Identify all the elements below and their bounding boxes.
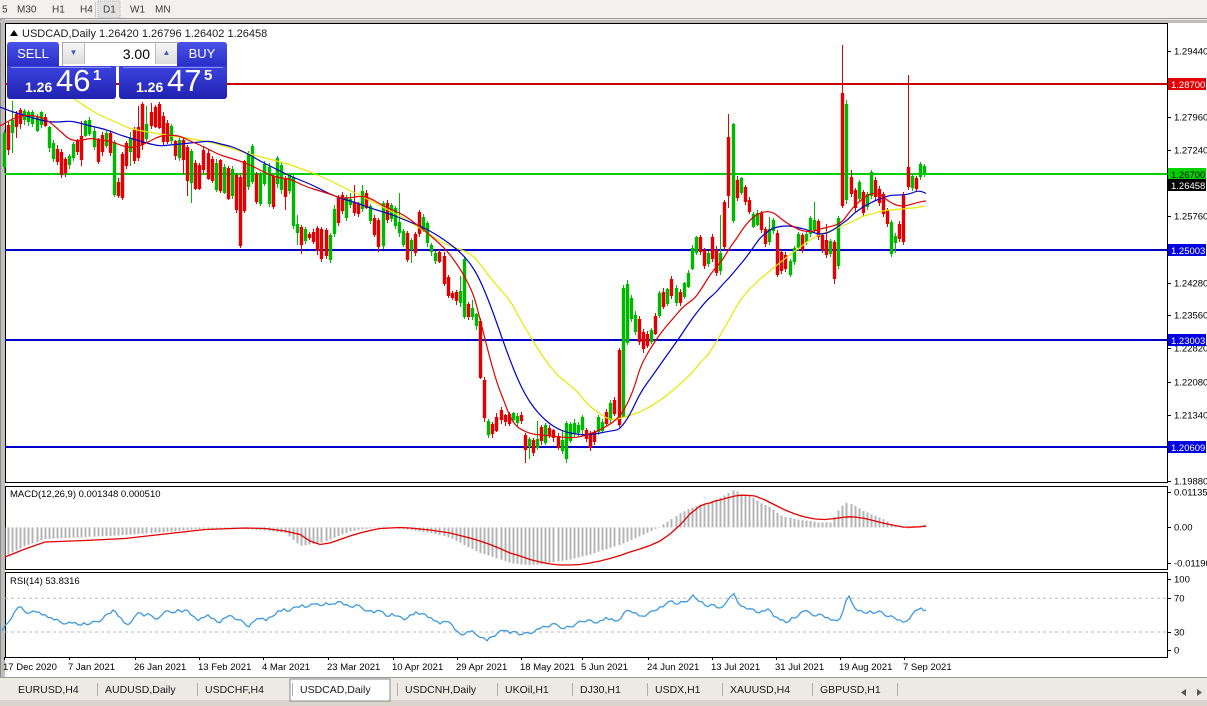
svg-text:1.26700: 1.26700 <box>1171 170 1205 181</box>
svg-text:0.00: 0.00 <box>1174 523 1193 534</box>
svg-text:1.22820: 1.22820 <box>1174 344 1207 355</box>
svg-text:1.28700: 1.28700 <box>1171 80 1205 91</box>
svg-text:0.01135: 0.01135 <box>1174 488 1207 499</box>
svg-text:1.23003: 1.23003 <box>1171 336 1205 347</box>
svg-text:DJ30,H1: DJ30,H1 <box>580 684 621 696</box>
svg-text:5 Jun 2021: 5 Jun 2021 <box>581 662 628 673</box>
svg-text:H1: H1 <box>52 5 65 16</box>
svg-text:4 Mar 2021: 4 Mar 2021 <box>262 662 310 673</box>
svg-text:1.27240: 1.27240 <box>1174 146 1207 157</box>
svg-text:W1: W1 <box>130 5 145 16</box>
svg-text:GBPUSD,H1: GBPUSD,H1 <box>820 684 881 696</box>
svg-text:1.29440: 1.29440 <box>1174 47 1207 58</box>
svg-text:29 Apr 2021: 29 Apr 2021 <box>456 662 507 673</box>
svg-text:USDCNH,Daily: USDCNH,Daily <box>405 684 477 696</box>
svg-text:AUDUSD,Daily: AUDUSD,Daily <box>105 684 176 696</box>
svg-text:1.19880: 1.19880 <box>1174 477 1207 488</box>
svg-text:5: 5 <box>2 5 8 16</box>
svg-text:1.25003: 1.25003 <box>1171 246 1205 257</box>
svg-text:1.24280: 1.24280 <box>1174 279 1207 290</box>
svg-text:XAUUSD,H4: XAUUSD,H4 <box>730 684 790 696</box>
svg-text:H4: H4 <box>80 5 93 16</box>
svg-text:1.25760: 1.25760 <box>1174 212 1207 223</box>
svg-text:1.23560: 1.23560 <box>1174 311 1207 322</box>
svg-text:7 Jan 2021: 7 Jan 2021 <box>68 662 115 673</box>
svg-text:31 Jul 2021: 31 Jul 2021 <box>775 662 824 673</box>
svg-text:7 Sep 2021: 7 Sep 2021 <box>903 662 952 673</box>
svg-text:USDCHF,H4: USDCHF,H4 <box>205 684 264 696</box>
svg-text:USDX,H1: USDX,H1 <box>655 684 701 696</box>
svg-text:UKOil,H1: UKOil,H1 <box>505 684 549 696</box>
svg-text:18 May 2021: 18 May 2021 <box>520 662 575 673</box>
svg-text:USDCAD,Daily: USDCAD,Daily <box>300 684 371 696</box>
svg-text:1.22080: 1.22080 <box>1174 378 1207 389</box>
svg-text:70: 70 <box>1174 594 1185 605</box>
svg-text:1.20609: 1.20609 <box>1171 443 1205 454</box>
svg-text:1.26458: 1.26458 <box>1171 181 1205 192</box>
svg-text:-0.01190: -0.01190 <box>1174 559 1207 570</box>
svg-text:23 Mar 2021: 23 Mar 2021 <box>327 662 380 673</box>
svg-text:24 Jun 2021: 24 Jun 2021 <box>647 662 699 673</box>
svg-text:10 Apr 2021: 10 Apr 2021 <box>392 662 443 673</box>
svg-text:MN: MN <box>155 5 171 16</box>
svg-text:EURUSD,H4: EURUSD,H4 <box>18 684 79 696</box>
svg-text:1.21340: 1.21340 <box>1174 411 1207 422</box>
svg-text:RSI(14) 53.8316: RSI(14) 53.8316 <box>10 576 80 587</box>
svg-text:M30: M30 <box>17 5 37 16</box>
svg-text:0: 0 <box>1174 646 1179 657</box>
svg-text:MACD(12,26,9) 0.001348 0.00051: MACD(12,26,9) 0.001348 0.000510 <box>10 489 161 500</box>
svg-text:30: 30 <box>1174 628 1185 639</box>
svg-text:D1: D1 <box>103 5 116 16</box>
svg-text:26 Jan 2021: 26 Jan 2021 <box>134 662 186 673</box>
svg-text:100: 100 <box>1174 575 1190 586</box>
svg-text:19 Aug 2021: 19 Aug 2021 <box>839 662 892 673</box>
svg-text:1.27960: 1.27960 <box>1174 113 1207 124</box>
svg-text:13 Feb 2021: 13 Feb 2021 <box>198 662 251 673</box>
svg-text:17 Dec 2020: 17 Dec 2020 <box>3 662 57 673</box>
svg-text:USDCAD,Daily 1.26420 1.26796: USDCAD,Daily 1.26420 1.26796 1.26402 1.2… <box>22 28 267 40</box>
svg-text:13 Jul 2021: 13 Jul 2021 <box>711 662 760 673</box>
